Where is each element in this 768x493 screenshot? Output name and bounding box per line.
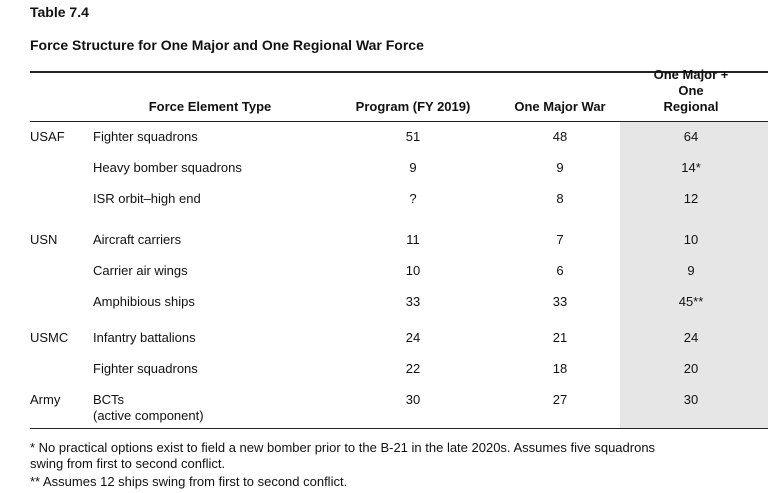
column-header: One Major War [514,99,606,114]
cell-value: 9 [687,263,695,278]
cell-value: 7 [556,232,564,247]
footnote: * No practical options exist to field a … [30,440,656,471]
cell-value: 64 [683,129,699,144]
cell-value: 51 [405,129,421,144]
group-label: USMC [30,330,69,345]
table-label: Table 7.4 [30,4,89,20]
column-header: Program (FY 2019) [355,99,471,114]
cell-value: 33 [552,294,568,309]
top-rule [30,71,768,73]
cell-value: 24 [405,330,421,345]
cell-value: 30 [683,392,699,407]
bottom-rule [30,428,768,429]
cell-value: 27 [552,392,568,407]
cell-value: 14* [681,160,701,175]
cell-value: 6 [556,263,564,278]
group-label: USAF [30,129,65,144]
force-element: Infantry battalions [93,330,196,345]
force-element: Aircraft carriers [93,232,182,247]
cell-value: 18 [552,361,568,376]
force-element: ISR orbit–high end [93,191,201,206]
cell-value: 24 [683,330,699,345]
force-element: BCTs (active component) [93,392,204,423]
force-element: Heavy bomber squadrons [93,160,242,175]
cell-value: 20 [683,361,699,376]
cell-value: 45** [678,294,704,309]
cell-value: 22 [405,361,421,376]
cell-value: 11 [406,232,420,247]
column-header: Force Element Type [148,99,272,114]
column-header: One Major + One Regional [653,67,729,114]
cell-value: 10 [683,232,699,247]
cell-value: 10 [405,263,421,278]
group-label: USN [30,232,58,247]
cell-value: 21 [552,330,568,345]
force-element: Carrier air wings [93,263,188,278]
force-element: Fighter squadrons [93,129,198,144]
group-label: Army [30,392,61,407]
force-element: Amphibious ships [93,294,195,309]
cell-value: 30 [405,392,421,407]
cell-value: 12 [683,191,699,206]
cell-value: ? [409,191,417,206]
cell-value: 48 [552,129,568,144]
footnote: ** Assumes 12 ships swing from first to … [30,474,348,489]
cell-value: 8 [556,191,564,206]
cell-value: 9 [409,160,417,175]
column-shade [620,122,768,428]
table-title: Force Structure for One Major and One Re… [30,37,424,53]
cell-value: 33 [405,294,421,309]
cell-value: 9 [556,160,564,175]
header-rule [30,121,768,122]
force-element: Fighter squadrons [93,361,198,376]
